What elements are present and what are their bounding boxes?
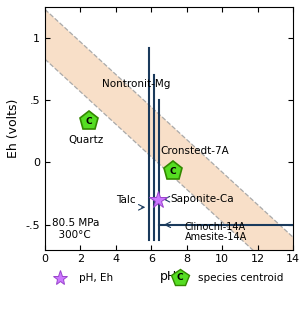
Text: Quartz: Quartz <box>68 135 103 145</box>
Text: Clinochl-14A: Clinochl-14A <box>185 222 246 232</box>
X-axis label: pH: pH <box>160 270 178 283</box>
Text: pH, Eh: pH, Eh <box>79 273 113 283</box>
Text: Nontronit-Mg: Nontronit-Mg <box>102 79 170 89</box>
Text: C: C <box>169 167 176 176</box>
Text: C: C <box>177 273 183 282</box>
Text: Talc: Talc <box>116 195 135 205</box>
Y-axis label: Eh (volts): Eh (volts) <box>7 99 20 158</box>
Polygon shape <box>45 9 293 287</box>
Text: Saponite-Ca: Saponite-Ca <box>171 194 234 204</box>
Text: Cronstedt-7A: Cronstedt-7A <box>160 146 229 156</box>
Text: 80.5 MPa
  300°C: 80.5 MPa 300°C <box>52 218 99 240</box>
Text: species centroid: species centroid <box>199 273 284 283</box>
Text: C: C <box>86 117 93 126</box>
Text: Amesite-14A: Amesite-14A <box>185 232 247 242</box>
